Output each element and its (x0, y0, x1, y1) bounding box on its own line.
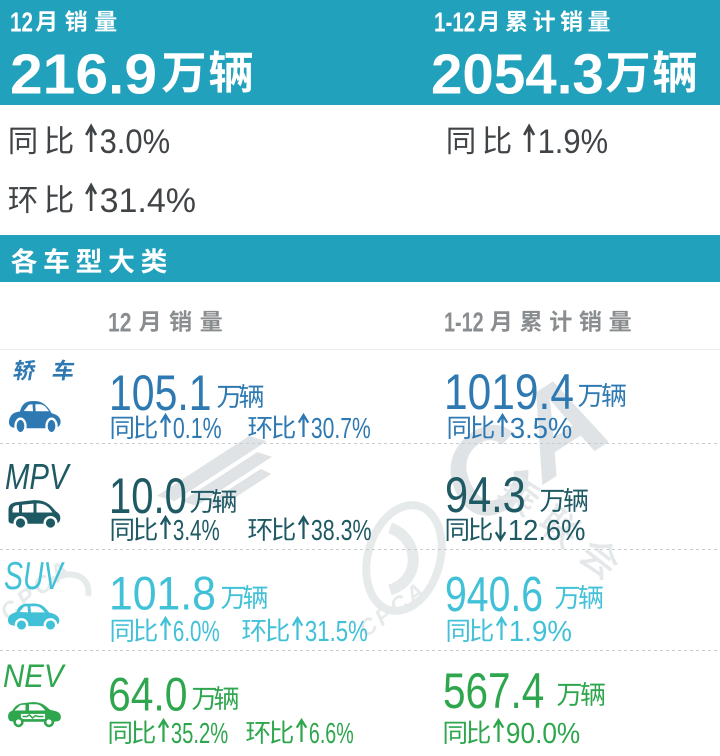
svg-text:2054.3: 2054.3 (431, 42, 604, 105)
svg-text:3.0%: 3.0% (100, 122, 171, 160)
svg-text:1019.4: 1019.4 (444, 363, 574, 419)
svg-text:NEV: NEV (3, 657, 66, 693)
svg-text:MPV: MPV (5, 456, 71, 497)
svg-text:12: 12 (108, 308, 131, 338)
svg-text:567.4: 567.4 (443, 662, 544, 718)
svg-text:31.4%: 31.4% (100, 182, 196, 220)
svg-text:3.5%: 3.5% (510, 413, 572, 445)
svg-text:216.9: 216.9 (10, 43, 157, 106)
svg-text:35.2%: 35.2% (171, 719, 228, 750)
svg-text:94.3: 94.3 (445, 466, 526, 523)
svg-text:1.9%: 1.9% (537, 122, 608, 160)
svg-text:1.9%: 1.9% (509, 616, 572, 647)
svg-text:10.0: 10.0 (109, 468, 187, 524)
svg-text:1-12: 1-12 (434, 8, 475, 39)
svg-text:90.0%: 90.0% (506, 717, 580, 749)
svg-text:12.6%: 12.6% (508, 515, 586, 547)
svg-text:940.6: 940.6 (445, 567, 543, 621)
svg-text:0.1%: 0.1% (173, 413, 222, 445)
svg-text:38.3%: 38.3% (311, 515, 372, 547)
svg-text:SUV: SUV (4, 554, 65, 597)
svg-text:30.7%: 30.7% (311, 413, 371, 445)
svg-text:3.4%: 3.4% (173, 516, 220, 547)
svg-text:101.8: 101.8 (109, 566, 216, 620)
svg-text:1-12: 1-12 (444, 307, 484, 338)
svg-text:6.0%: 6.0% (173, 617, 220, 648)
svg-text:12: 12 (10, 8, 33, 39)
svg-text:6.6%: 6.6% (309, 718, 354, 749)
svg-text:64.0: 64.0 (108, 668, 187, 721)
svg-text:105.1: 105.1 (109, 365, 212, 421)
svg-text:31.5%: 31.5% (305, 617, 368, 648)
